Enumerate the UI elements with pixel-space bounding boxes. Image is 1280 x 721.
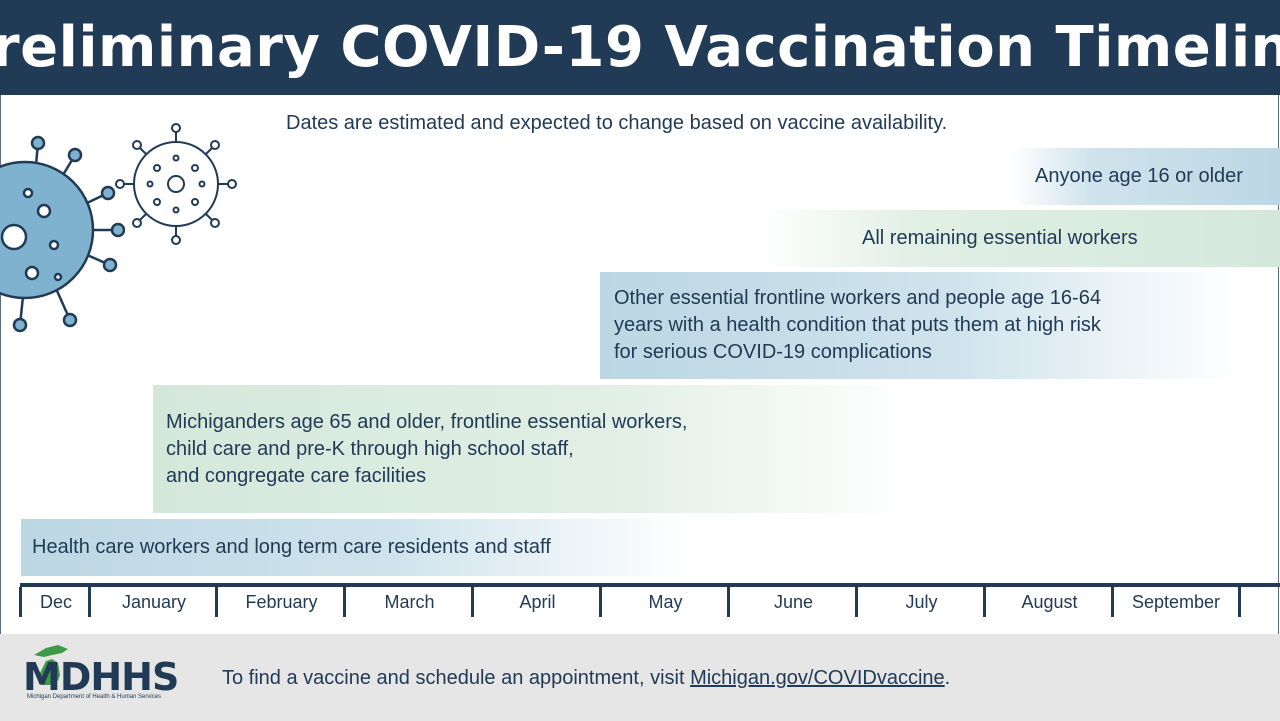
phase-label: for serious COVID-19 complications	[614, 341, 932, 363]
month-january: January	[88, 587, 217, 617]
mdhhs-logo-subtext: Michigan Department of Health & Human Se…	[27, 694, 162, 700]
phase-health-care-workers: Health care workers and long term care r…	[21, 519, 691, 576]
phase-65-plus-frontline: Michiganders age 65 and older, frontline…	[153, 385, 913, 513]
phase-label: Michiganders age 65 and older, frontline…	[166, 410, 688, 433]
month-july: July	[855, 587, 985, 617]
mdhhs-logo: MDHHS	[23, 655, 179, 699]
michigan-map-icon	[34, 645, 68, 685]
virus-icon-filled	[0, 135, 125, 333]
footer-text: To find a vaccine and schedule an appoin…	[222, 667, 950, 690]
phase-remaining-essential-workers: All remaining essential workers	[760, 210, 1280, 267]
phase-label: child care and pre-K through high school…	[166, 437, 574, 460]
phase-other-essential-high-risk: Other essential frontline workers and pe…	[600, 272, 1240, 379]
virus-icon-outline	[115, 123, 237, 245]
timeline-axis	[20, 583, 1280, 587]
title-banner: Preliminary COVID-19 Vaccination Timelin…	[0, 0, 1280, 95]
covid-vaccine-link[interactable]: Michigan.gov/COVIDvaccine	[690, 667, 945, 689]
month-august: August	[983, 587, 1113, 617]
month-june: June	[727, 587, 857, 617]
month-february: February	[215, 587, 345, 617]
month-march: March	[343, 587, 473, 617]
page-title: Preliminary COVID-19 Vaccination Timelin…	[0, 15, 1280, 80]
month-dec: Dec	[19, 587, 90, 617]
phase-anyone-16-plus: Anyone age 16 or older	[1010, 148, 1280, 205]
footer-text-before: To find a vaccine and schedule an appoin…	[222, 667, 691, 689]
month-april: April	[471, 587, 601, 617]
phase-label: Health care workers and long term care r…	[32, 536, 551, 558]
phase-label: and congregate care facilities	[166, 464, 427, 487]
phase-label: Anyone age 16 or older	[1035, 165, 1243, 187]
phase-label: All remaining essential workers	[862, 227, 1138, 249]
month-september: September	[1111, 587, 1241, 617]
footer-bar	[0, 634, 1280, 721]
phase-label: years with a health condition that puts …	[614, 314, 1101, 336]
phase-label: Other essential frontline workers and pe…	[614, 287, 1101, 309]
subtitle: Dates are estimated and expected to chan…	[286, 112, 948, 134]
footer-text-after: .	[944, 667, 951, 689]
month-may: May	[599, 587, 729, 617]
